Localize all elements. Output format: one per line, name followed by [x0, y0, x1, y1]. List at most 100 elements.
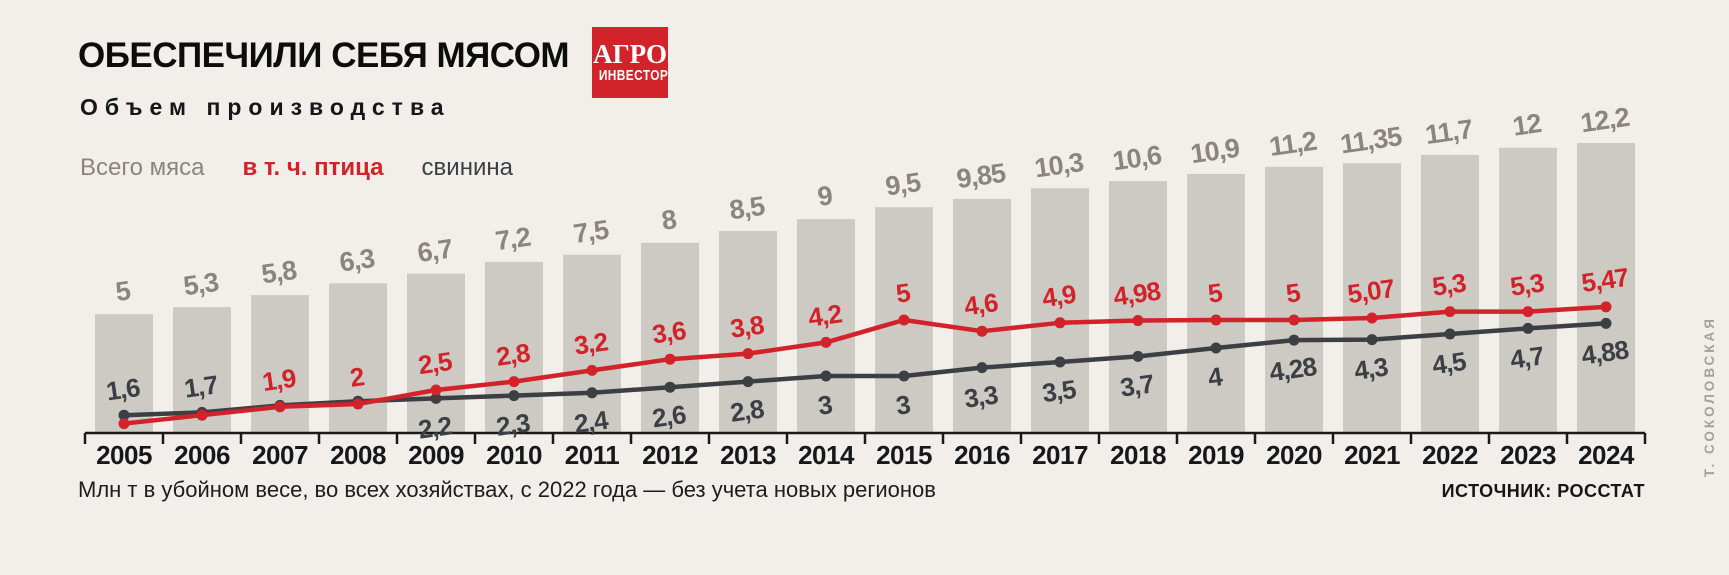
poultry-value-label-2018: 4,98	[1112, 275, 1163, 311]
bar-2009	[407, 273, 465, 433]
pork-value-label-2005: 1,6	[104, 372, 142, 406]
pork-point-2015	[898, 370, 910, 382]
logo-word-agro: АГРО	[592, 38, 667, 69]
pork-point-2020	[1288, 334, 1300, 346]
legend-item-poultry: в т. ч. птица	[242, 154, 384, 181]
total-value-label-2005: 5	[114, 275, 133, 307]
pork-value-label-2020: 4,28	[1268, 351, 1319, 387]
pork-value-label-2023: 4,7	[1508, 340, 1546, 374]
source-label: ИСТОЧНИК: РОССТАТ	[1441, 481, 1645, 501]
poultry-value-label-2014: 4,2	[806, 298, 844, 332]
poultry-value-label-2020: 5	[1284, 277, 1302, 309]
poultry-value-label-2024: 5,47	[1580, 262, 1631, 298]
year-label-2023: 2023	[1500, 440, 1556, 470]
year-label-2011: 2011	[565, 440, 619, 470]
total-value-label-2021: 11,35	[1338, 121, 1404, 159]
year-label-2005: 2005	[96, 440, 152, 470]
bar-2017	[1031, 188, 1089, 433]
poultry-point-2013	[742, 348, 754, 360]
year-label-2018: 2018	[1110, 440, 1166, 470]
total-value-label-2020: 11,2	[1267, 126, 1318, 162]
legend: Всего мяса в т. ч. птица свинина	[80, 154, 513, 182]
bar-2013	[719, 230, 777, 433]
agroinvestor-logo: АГРО ИНВЕСТОР	[592, 27, 668, 98]
total-value-label-2017: 10,3	[1033, 147, 1086, 184]
total-value-label-2023: 12	[1511, 108, 1543, 142]
pork-point-2019	[1210, 342, 1222, 354]
total-value-label-2007: 5,8	[260, 255, 299, 290]
pork-value-label-2013: 2,8	[728, 393, 766, 427]
pork-point-2005	[118, 409, 130, 421]
pork-value-label-2024: 4,88	[1580, 334, 1631, 370]
year-label-2024: 2024	[1578, 440, 1635, 470]
poultry-point-2010	[508, 376, 520, 388]
year-label-2016: 2016	[954, 440, 1010, 470]
poultry-value-label-2012: 3,6	[650, 315, 688, 349]
total-value-label-2008: 6,3	[338, 243, 377, 278]
poultry-value-label-2009: 2,5	[416, 346, 454, 380]
pork-point-2009	[430, 392, 442, 404]
year-label-2015: 2015	[876, 440, 932, 470]
year-label-2009: 2009	[408, 440, 464, 470]
pork-point-2016	[976, 362, 988, 374]
pork-point-2024	[1600, 317, 1612, 329]
year-label-2020: 2020	[1266, 440, 1322, 470]
poultry-value-label-2007: 1,9	[260, 363, 298, 397]
pork-point-2010	[508, 390, 520, 402]
pork-value-label-2006: 1,7	[182, 369, 220, 403]
pork-value-label-2015: 3	[894, 389, 912, 421]
pork-value-label-2012: 2,6	[650, 399, 688, 433]
poultry-point-2007	[274, 401, 286, 413]
total-value-label-2009: 6,7	[416, 234, 454, 269]
poultry-value-label-2008: 2	[348, 361, 366, 393]
legend-item-total: Всего мяса	[80, 154, 205, 181]
poultry-value-label-2010: 2,8	[494, 337, 532, 371]
poultry-point-2005	[118, 418, 130, 430]
pork-value-label-2022: 4,5	[1430, 346, 1468, 380]
poultry-point-2019	[1210, 314, 1222, 326]
poultry-value-label-2013: 3,8	[728, 309, 766, 343]
poultry-point-2012	[664, 353, 676, 365]
total-value-label-2006: 5,3	[182, 267, 221, 302]
total-value-label-2015: 9,5	[884, 167, 923, 202]
pork-value-label-2019: 4	[1206, 361, 1225, 393]
bar-2022	[1421, 154, 1479, 434]
year-label-2006: 2006	[174, 440, 230, 470]
total-value-label-2013: 8,5	[728, 191, 767, 226]
year-label-2021: 2021	[1344, 440, 1400, 470]
total-value-label-2024: 12,2	[1579, 102, 1631, 138]
pork-point-2011	[586, 387, 598, 399]
bar-2008	[329, 283, 387, 433]
logo-word-investor: ИНВЕСТОР	[598, 67, 669, 84]
pork-point-2021	[1366, 334, 1378, 346]
year-label-2022: 2022	[1422, 440, 1478, 470]
pork-value-label-2009: 2,2	[416, 410, 454, 444]
year-label-2010: 2010	[486, 440, 542, 470]
pork-point-2023	[1522, 322, 1534, 334]
poultry-value-label-2016: 4,6	[962, 287, 1000, 321]
pork-value-label-2014: 3	[816, 389, 834, 421]
footnote: Млн т в убойном весе, во всех хозяйствах…	[78, 477, 936, 502]
poultry-value-label-2017: 4,9	[1040, 279, 1078, 313]
year-label-2013: 2013	[720, 440, 776, 470]
chart-subtitle: Объем производства	[80, 94, 451, 120]
total-value-label-2010: 7,2	[494, 222, 532, 257]
poultry-point-2016	[976, 325, 988, 337]
poultry-point-2022	[1444, 306, 1456, 318]
bar-2019	[1187, 173, 1245, 434]
poultry-value-label-2021: 5,07	[1346, 273, 1397, 309]
poultry-value-label-2022: 5,3	[1430, 267, 1468, 301]
total-value-label-2022: 11,7	[1423, 114, 1474, 150]
poultry-point-2014	[820, 336, 832, 348]
pork-value-label-2021: 4,3	[1352, 351, 1390, 385]
pork-value-label-2016: 3,3	[962, 379, 1000, 413]
year-label-2008: 2008	[330, 440, 386, 470]
pork-value-label-2018: 3,7	[1118, 368, 1156, 402]
pork-point-2022	[1444, 328, 1456, 340]
year-label-2014: 2014	[798, 440, 855, 470]
pork-value-label-2017: 3,5	[1040, 374, 1078, 408]
poultry-point-2017	[1054, 317, 1066, 329]
poultry-line	[121, 304, 1609, 426]
pork-value-label-2011: 2,4	[572, 405, 611, 440]
